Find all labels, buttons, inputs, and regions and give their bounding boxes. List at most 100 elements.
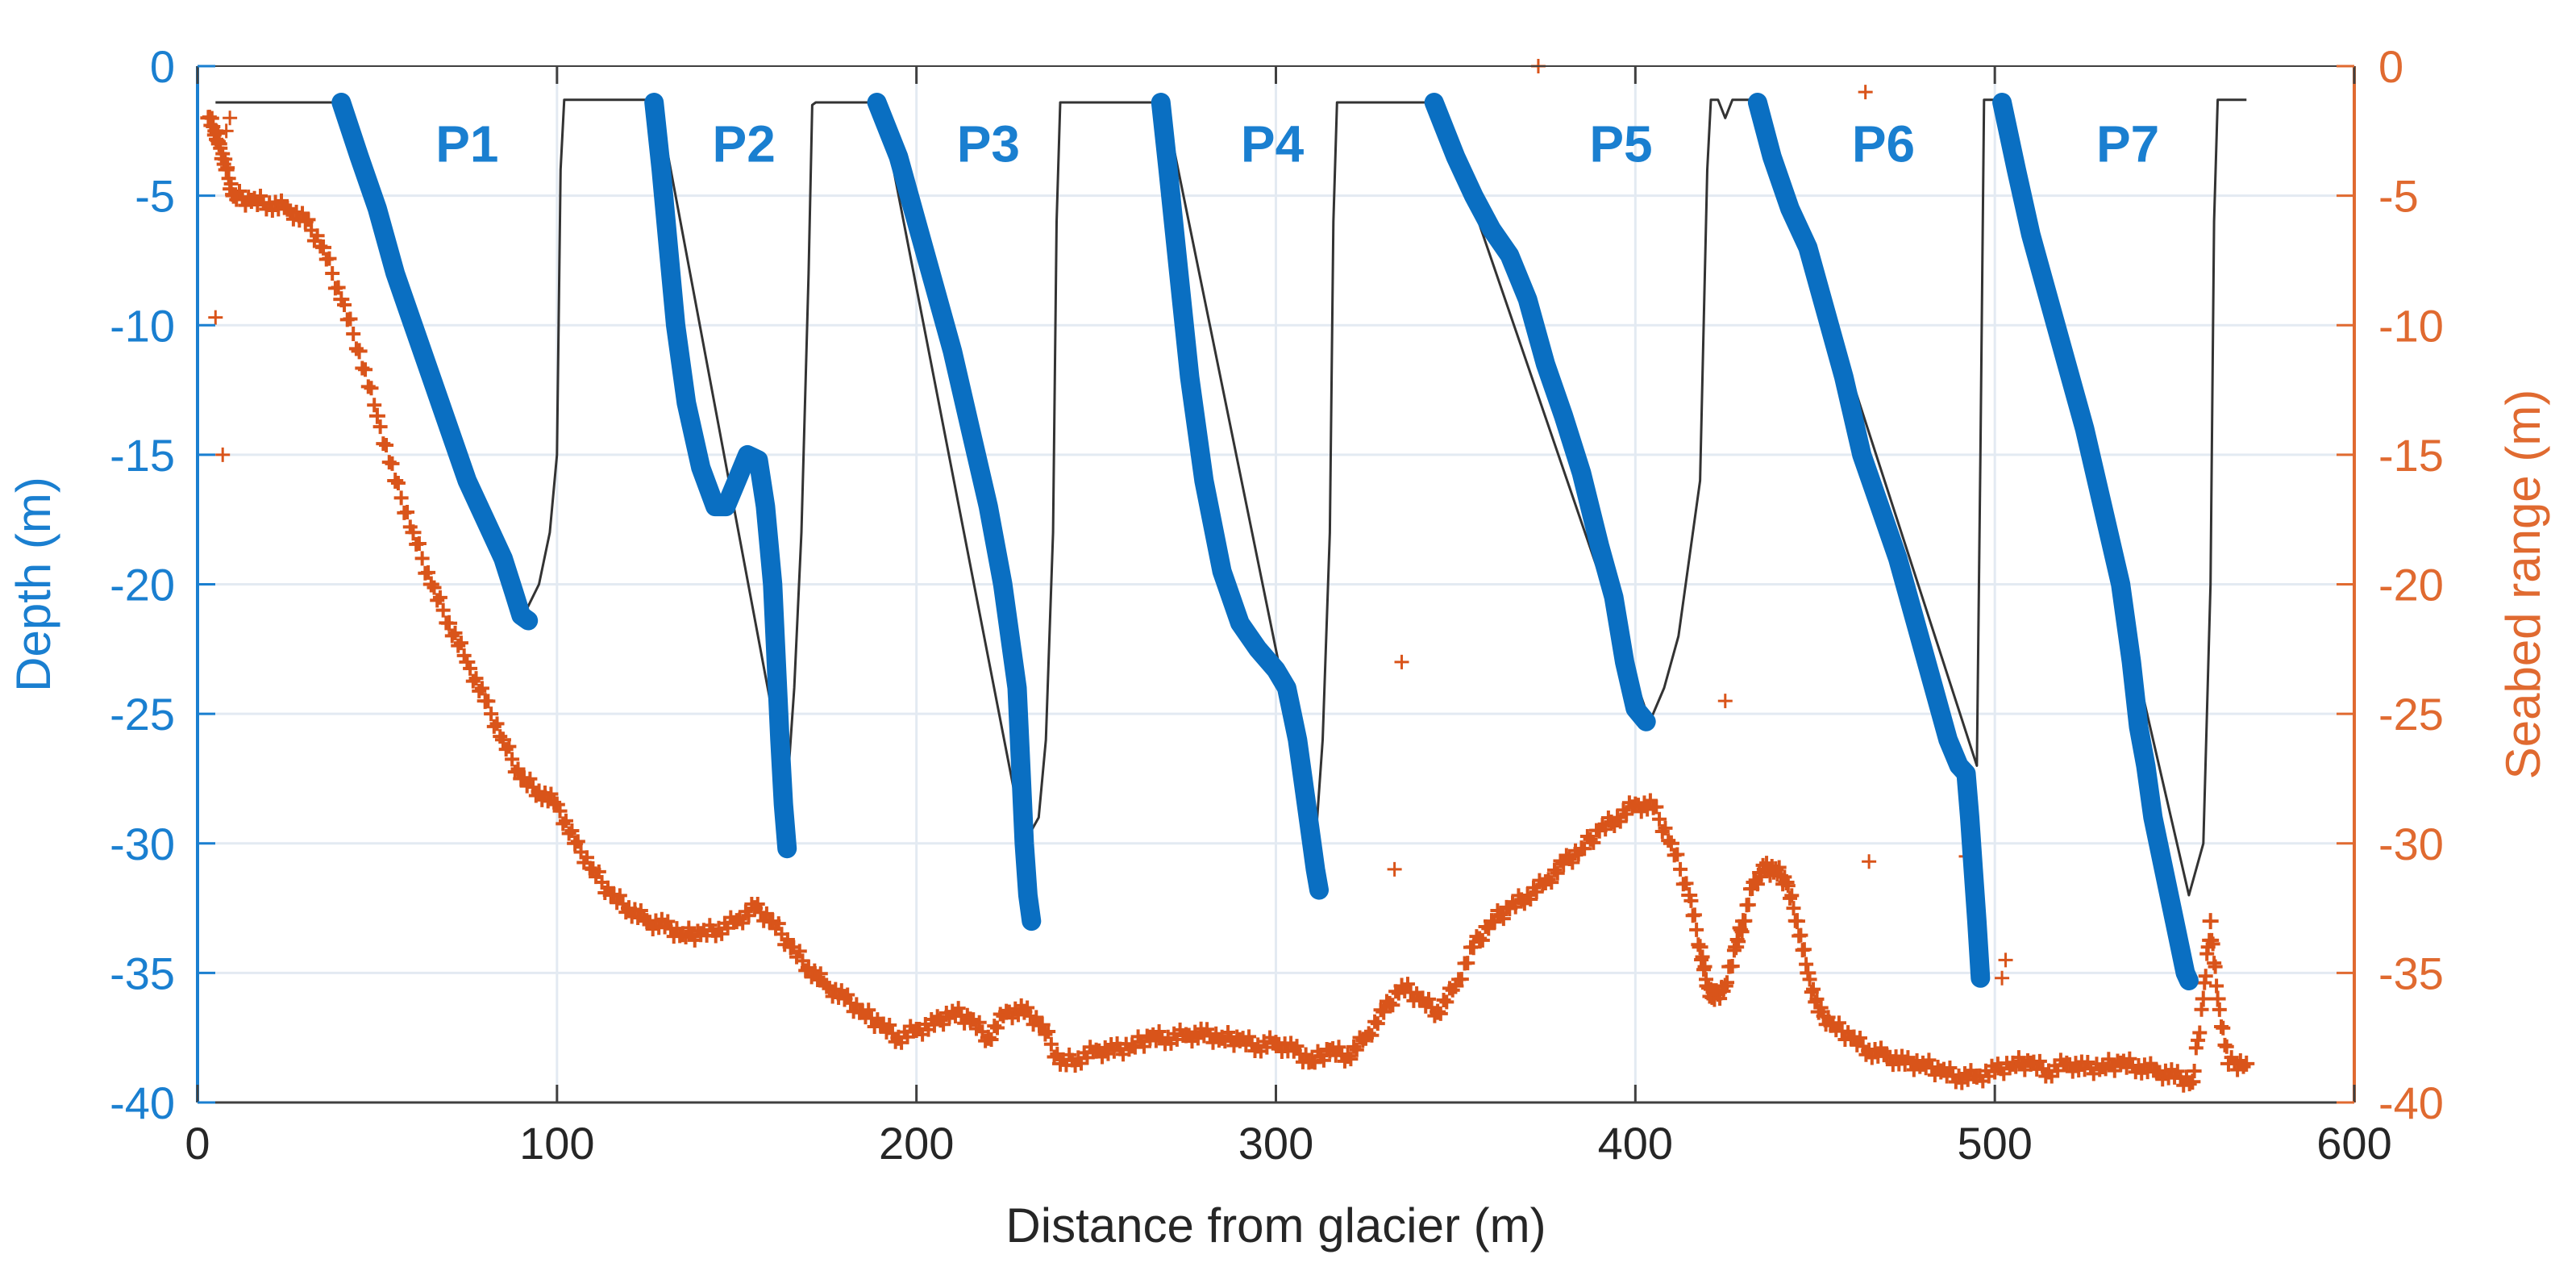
seabed-point	[422, 576, 439, 593]
profile-p1	[331, 93, 539, 631]
seabed-point	[498, 742, 514, 757]
seabed-point	[1586, 835, 1601, 850]
seabed-point	[1613, 814, 1628, 829]
y-tick-label-right: 0	[2378, 41, 2403, 92]
seabed-point	[1496, 911, 1511, 927]
seabed-point	[1421, 991, 1436, 1007]
seabed-point	[331, 280, 346, 295]
seabed-point	[218, 123, 234, 139]
y-tick-label-left: -15	[110, 430, 175, 481]
seabed-point	[337, 297, 352, 312]
seabed-point	[430, 593, 445, 608]
y-tick-label-right: -5	[2378, 171, 2419, 222]
seabed-point	[1547, 862, 1563, 877]
seabed-point	[936, 1017, 951, 1032]
seabed-point	[813, 966, 828, 982]
seabed-point	[2208, 959, 2223, 974]
seabed-point	[1619, 806, 1634, 822]
seabed-point	[750, 897, 765, 912]
seabed-point	[2202, 913, 2219, 930]
seabed-point	[1649, 799, 1664, 815]
y-axis-label-left: Depth (m)	[6, 477, 60, 692]
seabed-point	[561, 826, 576, 841]
x-tick-label: 400	[1598, 1118, 1673, 1169]
seabed-point	[1788, 913, 1805, 930]
y-tick-label-right: -35	[2378, 948, 2444, 998]
y-tick-label-right: -40	[2378, 1077, 2444, 1128]
seabed-point	[1717, 977, 1733, 994]
seabed-point	[1364, 1027, 1380, 1043]
y-tick-label-left: 0	[150, 41, 175, 92]
seabed-point	[1689, 922, 1704, 937]
seabed-point	[1367, 1014, 1383, 1029]
seabed-point	[1778, 873, 1795, 890]
seabed-point	[1679, 876, 1694, 891]
seabed-point	[1750, 877, 1765, 892]
seabed-point	[474, 681, 489, 696]
seabed-point	[1731, 934, 1746, 949]
seabed-point	[2236, 1059, 2251, 1074]
seabed-point	[486, 719, 501, 734]
seabed-point	[840, 987, 855, 1002]
seabed-outliers	[208, 59, 2013, 986]
seabed-point	[2216, 1020, 2231, 1036]
seabed-point	[1796, 942, 1812, 957]
seabed-point	[556, 816, 571, 831]
seabed-point	[1508, 899, 1523, 915]
seabed-point	[882, 1017, 897, 1032]
seabed-point	[1370, 1016, 1385, 1032]
seabed-point	[1465, 939, 1482, 956]
seabed-point	[989, 1020, 1005, 1036]
y-tick-label-right: -10	[2378, 300, 2444, 351]
profile-label-p2: P2	[713, 115, 776, 173]
seabed-point	[208, 310, 223, 325]
y-tick-label-right: -30	[2378, 819, 2444, 869]
seabed-point	[387, 473, 404, 489]
seabed-point	[1565, 855, 1580, 870]
seabed-point	[1786, 901, 1801, 916]
seabed-point	[489, 716, 505, 731]
y-tick-label-left: -25	[110, 689, 175, 740]
seabed-point	[1439, 994, 1454, 1010]
seabed-point	[1400, 977, 1415, 992]
seabed-point	[1921, 1052, 1937, 1068]
seabed-point	[1436, 993, 1451, 1007]
seabed-point	[1242, 1029, 1257, 1044]
profile-p6	[1747, 93, 1991, 988]
seabed-point	[1802, 972, 1817, 987]
seabed-point	[232, 184, 248, 199]
seabed-point	[1523, 892, 1538, 907]
seabed-point	[1487, 915, 1502, 930]
seabed-point	[253, 188, 268, 203]
seabed-point	[414, 551, 430, 566]
seabed-point	[463, 661, 478, 676]
seabed-point	[1598, 822, 1613, 837]
seabed-point	[393, 490, 409, 506]
seabed-point	[1221, 1025, 1236, 1040]
seabed-point	[1529, 884, 1544, 899]
seabed-point	[343, 311, 358, 327]
seabed-point	[2122, 1051, 2137, 1066]
seabed-point	[522, 771, 538, 786]
seabed-point	[1670, 847, 1685, 862]
seabed-point	[2192, 1025, 2208, 1040]
seabed-point	[2209, 990, 2226, 1007]
seabed-point	[547, 794, 562, 810]
seabed-point	[1382, 995, 1397, 1011]
seabed-point	[411, 536, 427, 551]
seabed-point	[315, 239, 332, 256]
seabed-point	[771, 916, 786, 931]
y-tick-label-right: -25	[2378, 689, 2444, 740]
seabed-point	[1658, 820, 1673, 836]
y-tick-label-left: -20	[110, 560, 175, 611]
seabed-point	[1375, 1003, 1392, 1020]
seabed-point	[1577, 841, 1592, 856]
seabed-point	[1717, 694, 1733, 709]
seabed-point	[1862, 854, 1877, 869]
y-axis-label-right: Seabed range (m)	[2496, 390, 2550, 780]
seabed-point	[2032, 1053, 2047, 1069]
seabed-point	[987, 1019, 1002, 1034]
y-tick-label-right: -20	[2378, 560, 2444, 611]
axes-layer: 0 100 200 300 400 500 600 0 -5 -10 -15 -20 -25 -30 -35…	[110, 41, 2444, 1169]
seabed-point	[1433, 1006, 1448, 1021]
